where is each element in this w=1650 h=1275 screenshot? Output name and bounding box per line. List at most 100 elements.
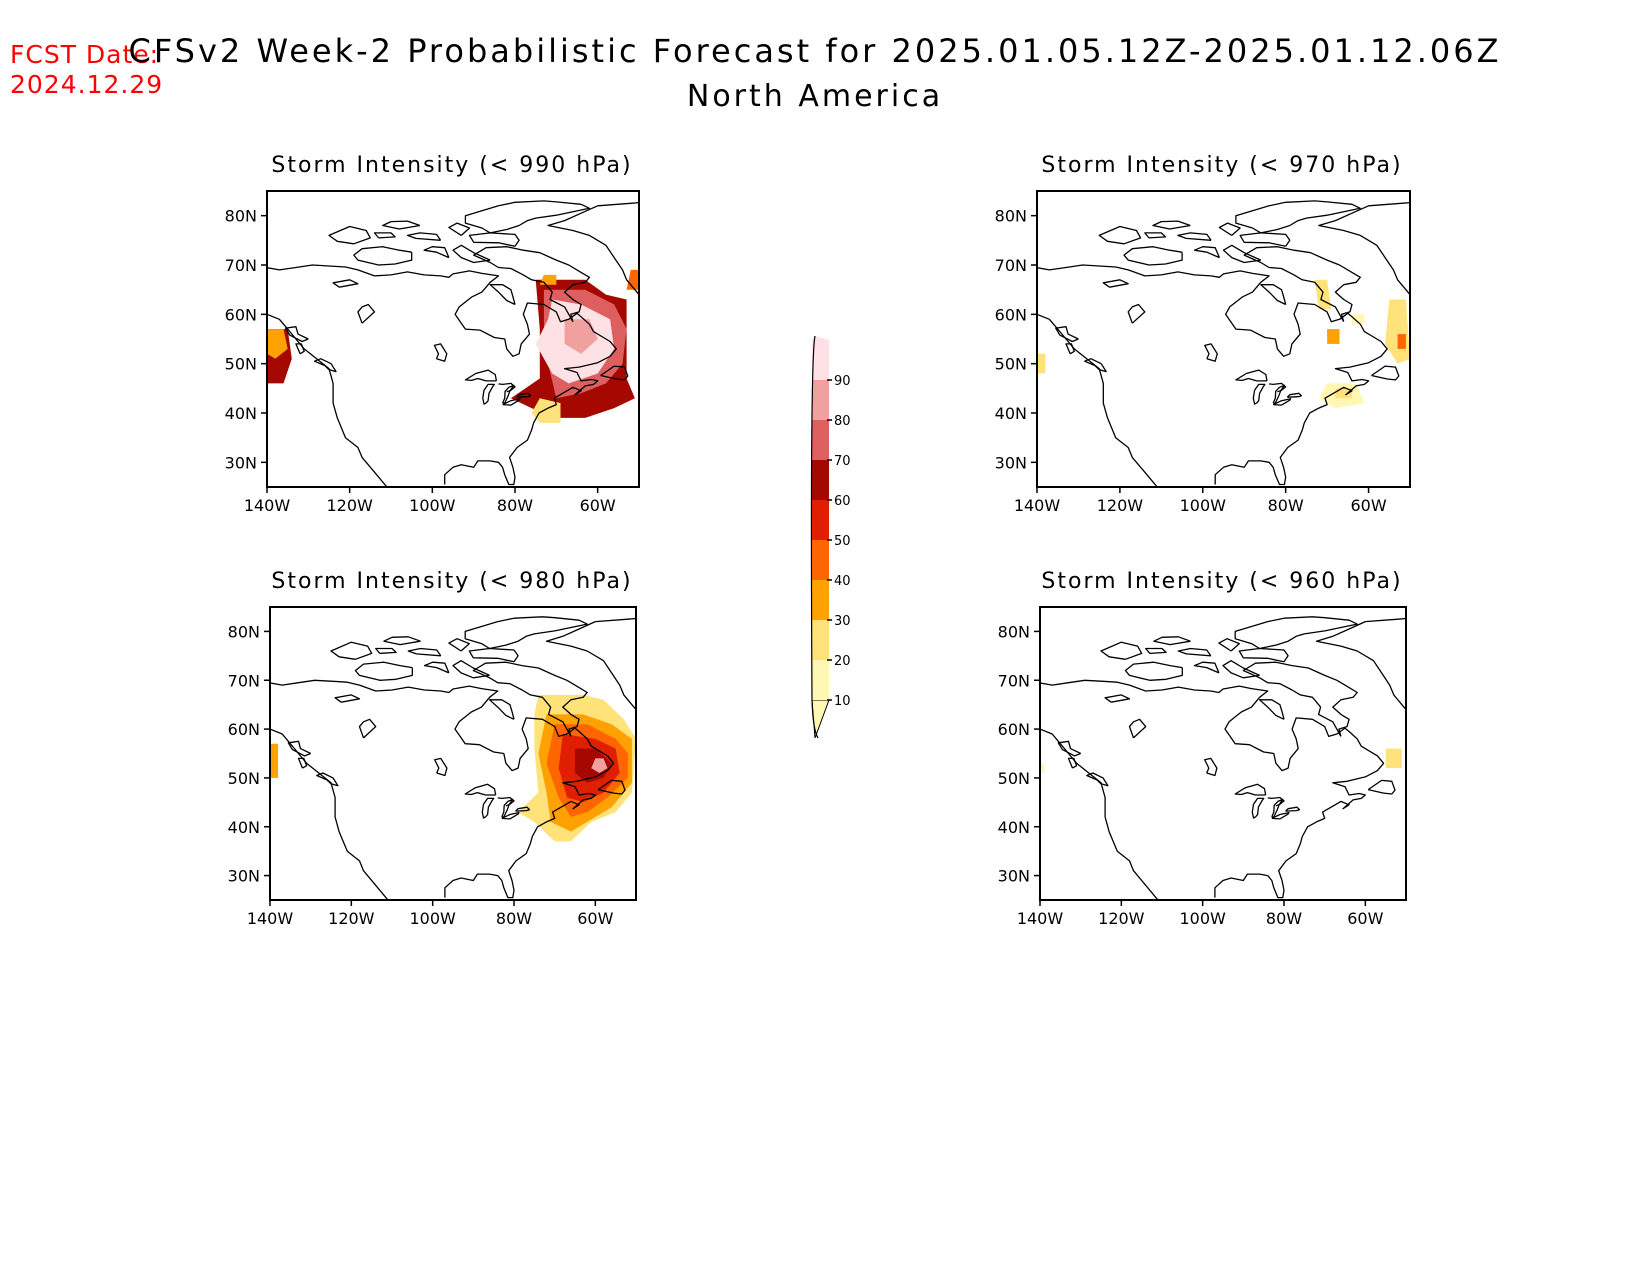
coastline <box>1102 279 1129 288</box>
lon-tick-label: 80W <box>1268 496 1304 515</box>
lon-tick-label: 60W <box>577 909 613 928</box>
colorbar-swatch <box>812 580 829 620</box>
coastline <box>501 811 520 820</box>
coastline <box>1234 616 1358 650</box>
lon-tick-label: 140W <box>1017 909 1064 928</box>
coastline <box>1222 660 1260 679</box>
panel-990: Storm Intensity (< 990 hPa) 80N 70N 60N 50N… <box>225 153 640 515</box>
coastline <box>497 796 515 807</box>
lat-tick-label: 50N <box>995 355 1027 374</box>
map-frame <box>1039 606 1407 901</box>
lon-tick-label: 80W <box>1266 909 1302 928</box>
map-layer <box>1037 200 1410 487</box>
colorbar-swatch <box>812 500 829 540</box>
lat-tick-label: 40N <box>995 404 1027 423</box>
map-990: 80N 70N 60N 50N 40N 30N 140W 120W 100W 80W 60W <box>225 190 640 515</box>
probability-region <box>1385 299 1410 364</box>
fcst-date-label: FCST Date: <box>10 40 159 69</box>
coastline <box>547 201 639 296</box>
lon-tick-label: 60W <box>1347 909 1383 928</box>
lat-tick-label: 70N <box>998 671 1030 690</box>
coastline <box>488 699 515 720</box>
coastline <box>267 264 617 486</box>
coastline <box>597 779 626 795</box>
coastline <box>1239 232 1291 247</box>
colorbar-label: 20 <box>834 654 851 669</box>
colorbar-swatch <box>812 460 829 500</box>
map-layer <box>267 200 639 487</box>
coastline <box>1242 661 1358 737</box>
lat-tick-label: 40N <box>228 818 260 837</box>
coastline <box>515 806 531 812</box>
panel-980: Storm Intensity (< 980 hPa) 80N 70N 60N 50N… <box>228 569 637 928</box>
coastline <box>1193 661 1220 674</box>
map-960: 80N 70N 60N 50N 40N 30N 140W 120W 100W 80W 60W <box>998 606 1407 928</box>
coastline <box>353 246 413 266</box>
coastline <box>1177 232 1212 241</box>
colorbar-label: 30 <box>834 614 851 629</box>
colorbar-swatch <box>812 380 829 420</box>
coastline <box>468 647 519 663</box>
coastline <box>316 772 339 787</box>
coastline <box>1037 264 1388 486</box>
map-970: 80N 70N 60N 50N 40N 30N 140W 120W 100W 80W 60W <box>995 190 1411 515</box>
coastline <box>464 616 588 650</box>
coastline <box>1128 718 1147 739</box>
coastline <box>1251 797 1265 819</box>
coastline <box>1152 220 1191 230</box>
coastline <box>284 326 309 343</box>
coastline <box>1055 326 1079 343</box>
coastline <box>383 636 421 646</box>
coastline <box>1285 806 1301 812</box>
map-layer <box>1040 616 1406 900</box>
coastline <box>482 383 495 405</box>
colorbar-label: 40 <box>834 574 851 589</box>
coastline <box>464 369 498 382</box>
coastline <box>1193 246 1220 259</box>
coastline <box>433 343 448 362</box>
coastline <box>468 232 520 247</box>
coastline <box>473 246 591 323</box>
lat-tick-label: 50N <box>998 769 1030 788</box>
lon-tick-label: 120W <box>1097 496 1144 515</box>
coastline <box>452 244 491 264</box>
coastline <box>1272 398 1292 406</box>
colorbar-label: 60 <box>834 494 851 509</box>
colorbar-swatch <box>812 540 829 580</box>
figure-title: CFSv2 Week-2 Probabilistic Forecast for … <box>128 32 1501 70</box>
coastline <box>1123 246 1183 266</box>
coastline <box>1318 201 1410 296</box>
lat-tick-label: 40N <box>998 818 1030 837</box>
coastline <box>600 365 629 381</box>
lat-tick-label: 70N <box>228 671 260 690</box>
coastline <box>332 279 359 288</box>
colorbar-tail <box>811 699 830 739</box>
coastline <box>1371 365 1400 381</box>
lat-tick-label: 60N <box>225 305 257 324</box>
lat-tick-label: 80N <box>225 207 257 226</box>
lon-tick-label: 80W <box>496 909 532 928</box>
lat-tick-label: 30N <box>995 453 1027 472</box>
lat-tick-label: 40N <box>225 404 257 423</box>
lat-tick-label: 80N <box>228 622 260 641</box>
colorbar-label: 50 <box>834 534 851 549</box>
colorbar-swatch <box>812 620 829 660</box>
lon-tick-label: 80W <box>497 496 533 515</box>
coastline <box>373 232 396 239</box>
lat-tick-label: 80N <box>998 622 1030 641</box>
coastline <box>498 382 516 393</box>
coastline <box>1124 661 1183 681</box>
lat-tick-label: 60N <box>995 305 1027 324</box>
coastline <box>270 679 615 899</box>
coastline <box>330 641 373 660</box>
panel-title: Storm Intensity (< 960 hPa) <box>1041 569 1402 594</box>
lat-tick-label: 70N <box>995 256 1027 275</box>
probability-region <box>626 269 639 290</box>
colorbar-label: 10 <box>834 694 851 709</box>
probability-region <box>591 758 608 773</box>
coastline <box>464 783 497 796</box>
map-frame <box>269 606 637 901</box>
colorbar-label: 80 <box>834 414 851 429</box>
coastline <box>516 392 532 398</box>
